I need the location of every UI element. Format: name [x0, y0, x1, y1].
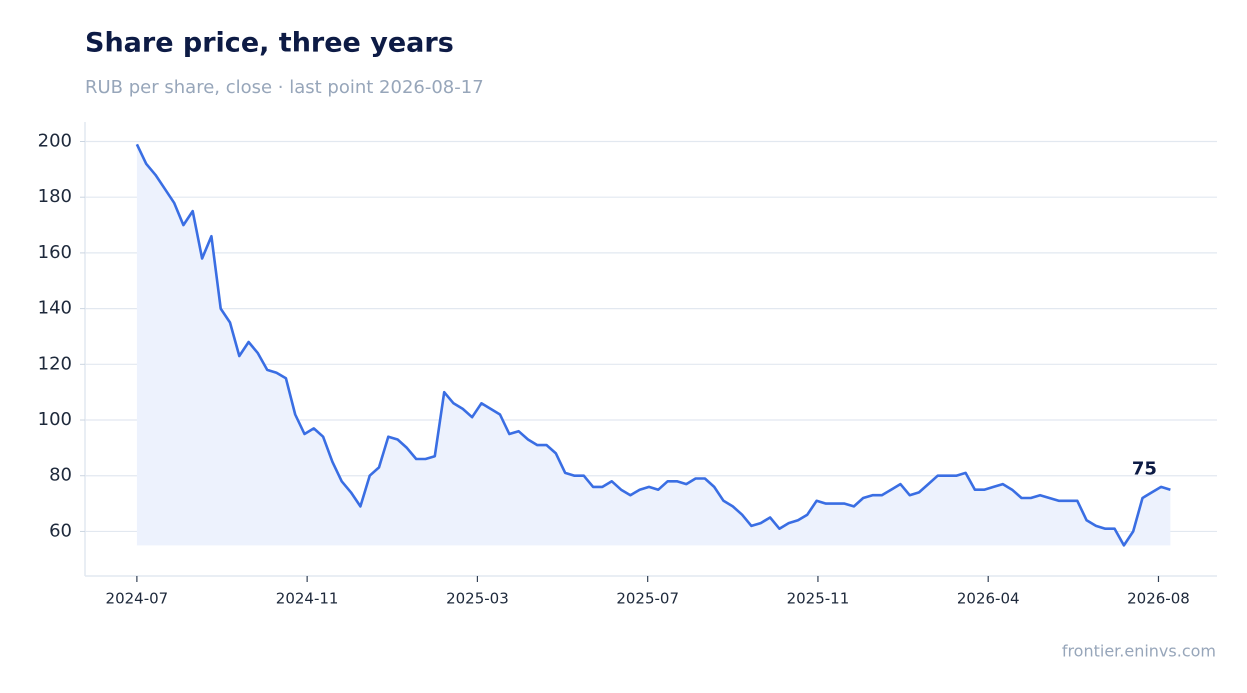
y-tick-label: 200: [38, 130, 72, 151]
line: [135, 143, 1171, 547]
source: frontier.eninvs.com: [1062, 642, 1216, 661]
chart-subtitle: RUB per share, close · last point 2026-0…: [85, 77, 484, 98]
axes: 60 80 100 120 140 160 180 200 2024-07 2024-11 2025…: [38, 130, 1190, 607]
data-label: 75: [1132, 459, 1157, 480]
y-tick-label: 180: [38, 186, 72, 207]
x-tick-label: 2025-11: [787, 590, 850, 608]
x-tick-label: 2024-07: [106, 590, 169, 608]
x-tick-label: 2024-11: [276, 590, 339, 608]
y-tick-label: 140: [38, 298, 72, 319]
x-tick-label: 2026-04: [957, 590, 1020, 608]
chart-title: Share price, three years: [85, 28, 454, 59]
x-tick-label: 2025-03: [446, 590, 509, 608]
y-tick-label: 100: [38, 409, 72, 430]
y-tick-label: 60: [49, 520, 72, 541]
plot-area: 75: [135, 143, 1171, 547]
area: [136, 144, 1171, 546]
y-tick-label: 120: [38, 353, 72, 374]
y-tick-label: 80: [49, 465, 72, 486]
x-tick-label: 2025-07: [616, 590, 679, 608]
y-tick-label: 160: [38, 242, 72, 263]
x-tick-label: 2026-08: [1127, 590, 1190, 608]
